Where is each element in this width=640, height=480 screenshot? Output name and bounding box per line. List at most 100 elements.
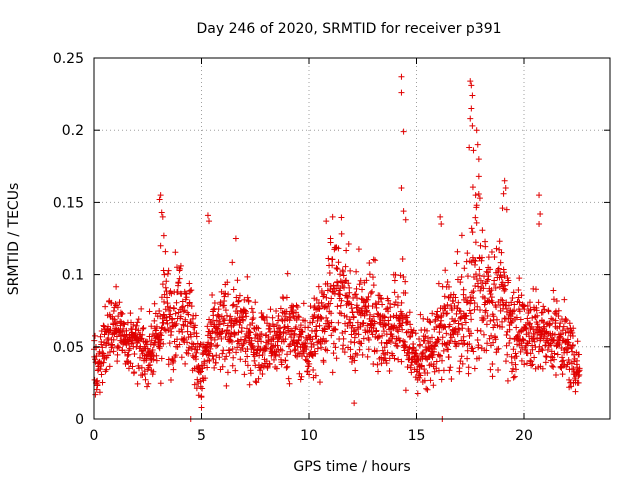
data-point [172, 310, 179, 317]
data-point [539, 347, 546, 354]
data-point [503, 342, 510, 349]
data-point [186, 299, 193, 306]
data-point [498, 249, 505, 256]
data-point [404, 363, 411, 370]
data-point [207, 345, 214, 352]
data-point [283, 294, 290, 301]
data-point [345, 319, 352, 326]
data-point [478, 254, 485, 261]
data-point [272, 352, 279, 359]
data-point [488, 248, 495, 255]
data-point [162, 284, 169, 291]
data-point [501, 315, 508, 322]
data-point [416, 336, 423, 343]
data-point [226, 349, 233, 356]
data-point [326, 323, 333, 330]
data-point [160, 232, 167, 239]
data-point [338, 297, 345, 304]
data-point [140, 325, 147, 332]
data-point [351, 327, 358, 334]
data-point [259, 371, 266, 378]
data-point [438, 221, 445, 228]
data-point [464, 250, 471, 257]
data-point [340, 272, 347, 279]
data-point [318, 344, 325, 351]
data-point [284, 270, 291, 277]
data-point [327, 235, 334, 242]
data-point [468, 316, 475, 323]
data-point [570, 358, 577, 365]
data-point [361, 312, 368, 319]
data-point [347, 319, 354, 326]
data-point [298, 333, 305, 340]
data-point [279, 347, 286, 354]
data-point [491, 277, 498, 284]
data-point [115, 313, 122, 320]
data-point [399, 326, 406, 333]
data-point [491, 321, 498, 328]
data-point [98, 371, 105, 378]
data-point [416, 369, 423, 376]
data-point [355, 246, 362, 253]
data-point [161, 326, 168, 333]
data-point [139, 331, 146, 338]
data-point [243, 325, 250, 332]
data-point [529, 314, 536, 321]
data-point [395, 328, 402, 335]
y-tick-label: 0.15 [53, 195, 84, 211]
data-point [457, 308, 464, 315]
data-point [194, 340, 201, 347]
data-point [253, 379, 260, 386]
data-point [167, 311, 174, 318]
data-point [96, 348, 103, 355]
data-point [92, 391, 99, 398]
data-point [345, 240, 352, 247]
data-point [183, 294, 190, 301]
data-point [234, 337, 241, 344]
data-point [472, 271, 479, 278]
data-point [337, 291, 344, 298]
data-point [180, 322, 187, 329]
data-point [510, 289, 517, 296]
data-point [504, 377, 511, 384]
data-point [381, 344, 388, 351]
data-point [145, 380, 152, 387]
data-point [558, 345, 565, 352]
data-point [402, 216, 409, 223]
data-point [489, 373, 496, 380]
data-point [149, 346, 156, 353]
data-point [242, 358, 249, 365]
data-point [530, 336, 537, 343]
data-point [276, 334, 283, 341]
data-point [204, 323, 211, 330]
data-point [211, 300, 218, 307]
data-point [510, 374, 517, 381]
data-point [214, 342, 221, 349]
data-point [516, 308, 523, 315]
data-point [180, 308, 187, 315]
data-point [119, 310, 126, 317]
data-point [465, 364, 472, 371]
data-point [339, 268, 346, 275]
data-point [391, 277, 398, 284]
data-point [338, 310, 345, 317]
data-point [398, 322, 405, 329]
data-point [439, 357, 446, 364]
data-point [503, 206, 510, 213]
data-point [170, 366, 177, 373]
data-point [210, 356, 217, 363]
data-point [442, 267, 449, 274]
data-point [106, 363, 113, 370]
data-point [385, 321, 392, 328]
data-point [487, 366, 494, 373]
data-point [373, 327, 380, 334]
data-point [236, 292, 243, 299]
data-point [485, 273, 492, 280]
data-point [541, 333, 548, 340]
data-point [333, 355, 340, 362]
data-point [263, 345, 270, 352]
data-point [469, 254, 476, 261]
data-point [244, 362, 251, 369]
data-point [443, 310, 450, 317]
data-point [458, 273, 465, 280]
